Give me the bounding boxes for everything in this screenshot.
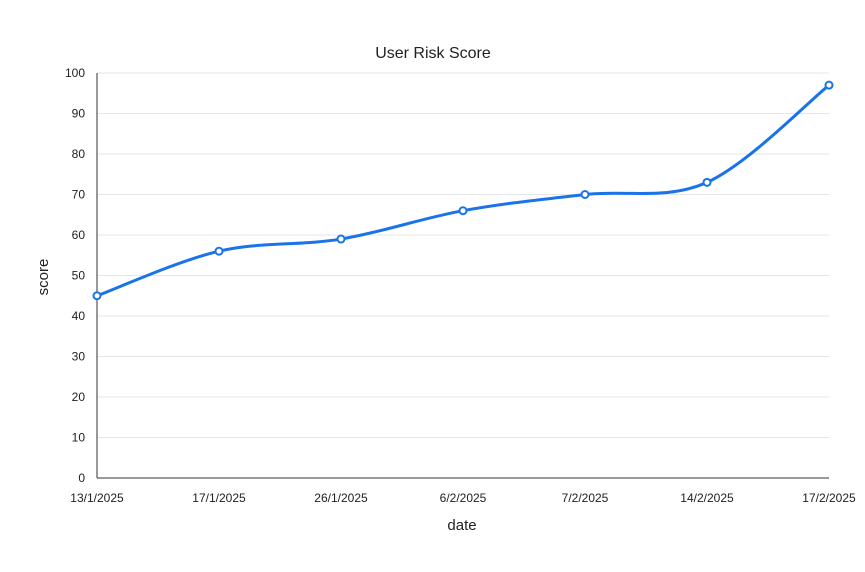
y-tick-label: 20 bbox=[72, 390, 86, 404]
series-layer bbox=[92, 80, 834, 301]
data-point bbox=[336, 234, 346, 244]
y-axis-label: score bbox=[35, 259, 52, 296]
grid-lines bbox=[97, 72, 829, 438]
y-tick-label: 100 bbox=[65, 66, 85, 80]
y-tick-label: 60 bbox=[72, 228, 86, 242]
x-tick-label: 6/2/2025 bbox=[440, 491, 487, 505]
tick-labels: 0 10 20 30 40 50 60 70 80 90 100 13/1/2025 17/1/2025… bbox=[65, 66, 856, 505]
x-tick-label: 7/2/2025 bbox=[562, 491, 609, 505]
y-tick-label: 10 bbox=[72, 431, 86, 445]
data-point bbox=[92, 291, 102, 301]
y-tick-label: 80 bbox=[72, 147, 86, 161]
data-point bbox=[702, 177, 712, 187]
y-tick-label: 70 bbox=[72, 188, 86, 202]
y-tick-label: 30 bbox=[72, 350, 86, 364]
x-tick-label: 17/2/2025 bbox=[802, 491, 856, 505]
x-tick-label: 14/2/2025 bbox=[680, 491, 734, 505]
y-tick-label: 90 bbox=[72, 107, 86, 121]
x-tick-label: 13/1/2025 bbox=[70, 491, 124, 505]
chart-title: User Risk Score bbox=[375, 45, 491, 62]
data-point bbox=[458, 206, 468, 216]
axes bbox=[96, 73, 829, 479]
y-tick-label: 40 bbox=[72, 309, 86, 323]
y-tick-label: 0 bbox=[78, 471, 85, 485]
series-line bbox=[95, 83, 831, 298]
data-point bbox=[214, 246, 224, 256]
x-axis-label: date bbox=[447, 517, 476, 534]
x-tick-label: 17/1/2025 bbox=[192, 491, 246, 505]
data-point bbox=[580, 190, 590, 199]
y-tick-label: 50 bbox=[72, 269, 86, 283]
data-point bbox=[824, 80, 834, 90]
x-tick-label: 26/1/2025 bbox=[314, 491, 368, 505]
